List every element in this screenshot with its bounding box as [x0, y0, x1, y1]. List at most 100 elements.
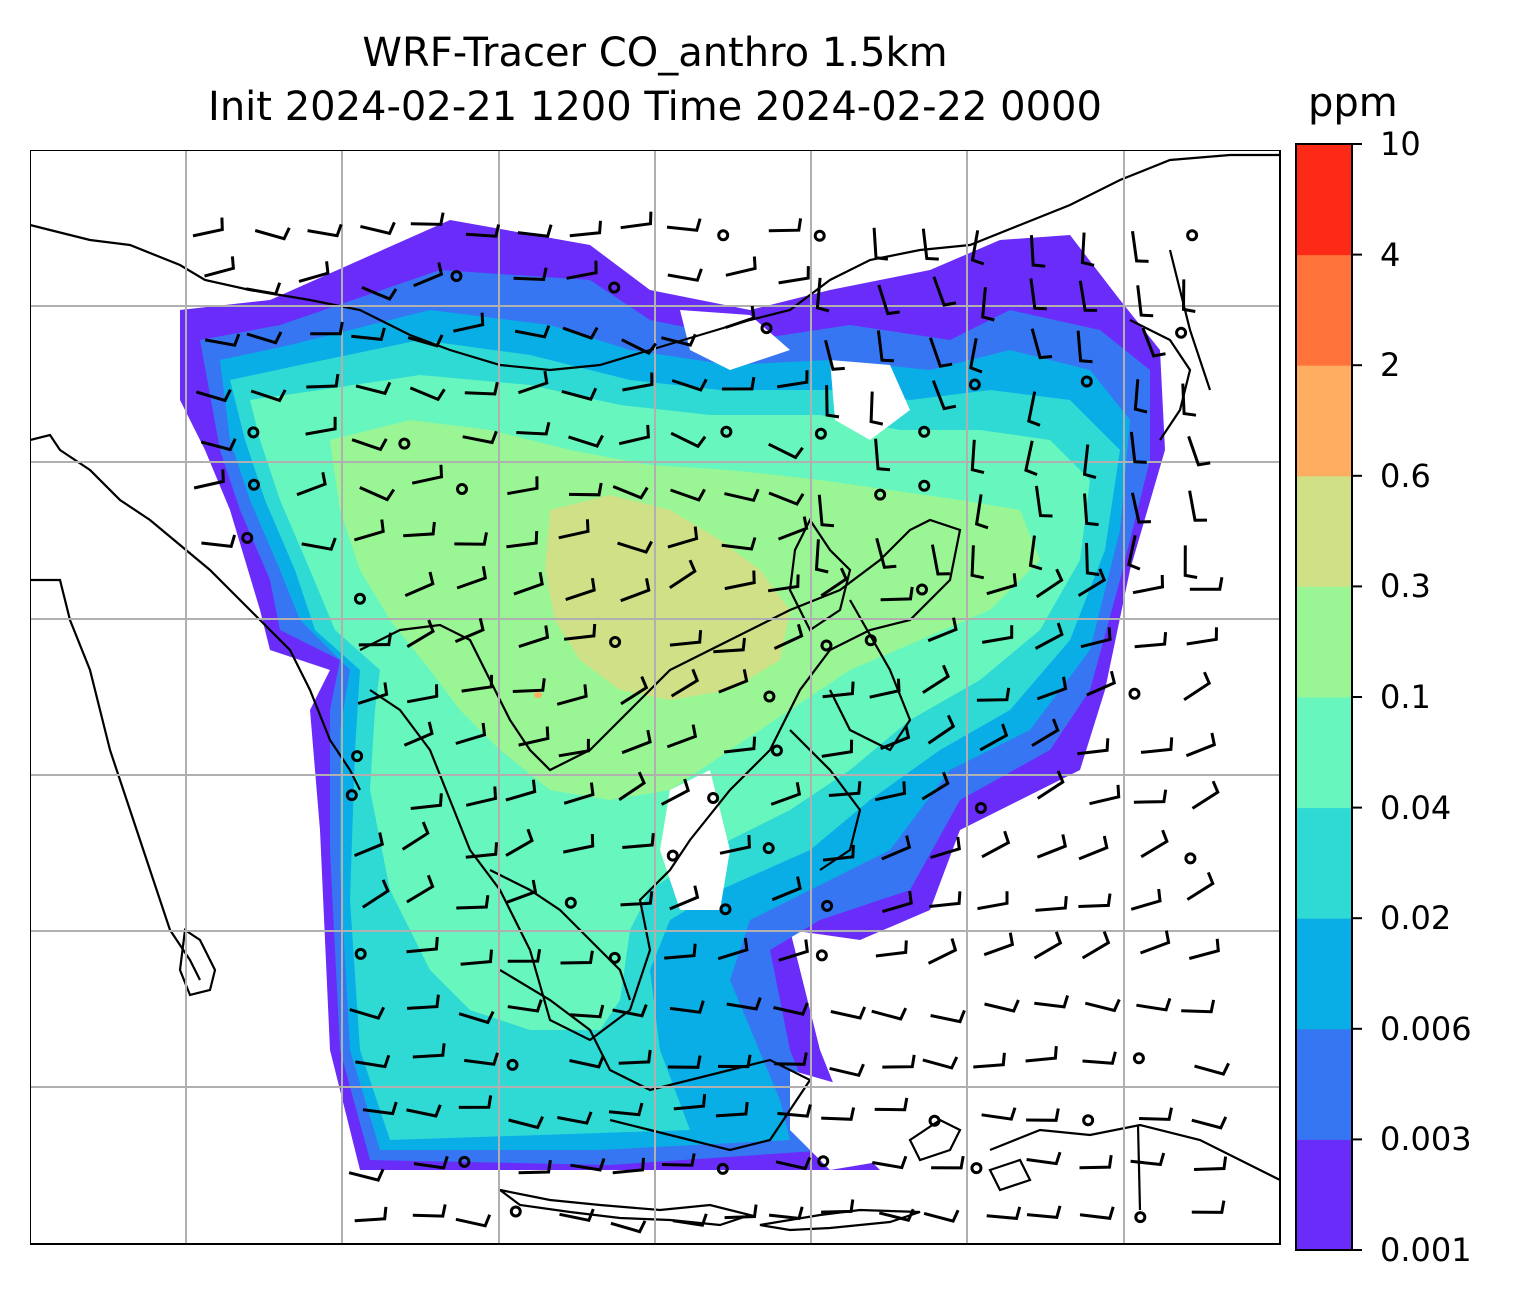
wind-barb — [505, 779, 537, 802]
wind-barb — [931, 380, 957, 411]
wind-barb — [406, 874, 435, 904]
wind-barb — [507, 476, 539, 496]
wind-barb — [661, 1153, 696, 1167]
wind-barb — [719, 834, 751, 855]
wind-barb — [620, 578, 651, 603]
wind-barb — [929, 891, 962, 908]
wind-barb — [612, 485, 649, 500]
wind-barb — [669, 629, 703, 647]
wind-barb — [1139, 930, 1171, 955]
wind-barb — [1191, 1116, 1228, 1130]
wind-barb — [660, 778, 691, 806]
wind-barb — [1027, 391, 1041, 427]
calm-wind-marker — [241, 531, 254, 544]
wind-barbs — [192, 211, 1230, 1234]
calm-wind-marker — [720, 425, 733, 438]
wind-barb — [608, 1102, 644, 1117]
wind-barb — [411, 464, 444, 485]
wind-barb — [517, 224, 553, 238]
wind-barb — [1136, 997, 1172, 1012]
wind-barb — [1034, 995, 1070, 1009]
wind-barb — [1035, 568, 1064, 599]
wind-barb — [717, 1054, 752, 1069]
calm-wind-marker — [719, 903, 732, 916]
calm-wind-marker — [814, 427, 827, 440]
wind-barb — [351, 438, 388, 452]
calm-wind-marker — [918, 425, 931, 438]
colorbar-segment — [1296, 918, 1352, 1030]
wind-barb — [830, 1006, 867, 1020]
calm-wind-marker — [918, 479, 931, 492]
wind-barb — [1080, 627, 1112, 649]
wind-barb — [774, 1052, 808, 1066]
wind-barb — [568, 434, 604, 448]
wind-barb — [404, 571, 435, 597]
wind-barb — [355, 381, 392, 396]
wind-barb — [1131, 230, 1149, 263]
wind-barb — [927, 938, 958, 965]
wind-barb — [204, 256, 235, 278]
calm-wind-marker — [1082, 1114, 1095, 1127]
wind-barb — [505, 828, 534, 857]
wind-barb — [922, 664, 950, 694]
wind-barb — [875, 537, 897, 569]
wind-barb — [825, 385, 840, 419]
wind-barb — [407, 994, 440, 1010]
wind-barb — [409, 386, 446, 402]
wind-barb — [970, 439, 985, 475]
calm-wind-marker — [928, 1114, 941, 1127]
wind-barb — [771, 876, 802, 902]
wind-barb — [1034, 485, 1053, 518]
wind-barb — [617, 540, 653, 554]
wind-barb — [1078, 280, 1098, 312]
wind-barb — [768, 442, 804, 460]
wind-barb — [254, 227, 291, 241]
wind-barb — [928, 337, 953, 368]
calm-wind-marker — [1186, 229, 1199, 242]
gridlines — [30, 150, 1280, 1244]
map-border — [30, 150, 1281, 1245]
wind-barb — [869, 391, 884, 426]
wind-barb — [970, 545, 985, 580]
field-level-6 — [545, 495, 790, 700]
wind-barb — [1187, 435, 1211, 467]
wind-barb — [360, 221, 396, 236]
wind-barb — [620, 211, 653, 230]
wind-barb — [401, 821, 430, 851]
wind-barb — [464, 381, 499, 396]
wind-barb — [620, 891, 654, 907]
wind-barb — [815, 277, 830, 313]
wind-barb — [1191, 1200, 1226, 1214]
wind-barb — [464, 1052, 499, 1066]
wind-barb — [412, 1043, 446, 1059]
wind-barb — [724, 1204, 758, 1220]
calm-wind-marker — [666, 849, 679, 862]
wind-barb — [986, 1206, 1022, 1221]
wind-barb — [518, 625, 550, 649]
wind-barb — [931, 1155, 965, 1170]
wind-barb — [718, 668, 749, 694]
calm-wind-marker — [1184, 852, 1197, 865]
calm-wind-marker — [820, 639, 833, 652]
wind-barb — [570, 1158, 606, 1172]
wind-barb — [1035, 895, 1068, 912]
wind-barb — [1189, 577, 1224, 591]
wind-barb — [930, 836, 961, 859]
wind-barb — [822, 681, 855, 699]
wind-barb — [462, 430, 498, 445]
wind-barb — [1077, 568, 1107, 597]
wind-barb — [724, 570, 756, 591]
wind-barb — [717, 937, 749, 961]
wind-barb — [973, 1052, 1006, 1069]
wind-barb — [1080, 232, 1095, 267]
wind-barb — [465, 224, 501, 238]
wind-barb — [513, 267, 548, 282]
wind-barb — [673, 1093, 707, 1111]
wind-barb — [558, 519, 590, 540]
wind-barb — [622, 832, 655, 849]
wind-barb — [355, 1054, 391, 1069]
wind-barb — [193, 469, 225, 490]
wind-barb — [1081, 930, 1111, 960]
wind-barb — [725, 256, 757, 277]
wind-barb — [1130, 492, 1151, 524]
